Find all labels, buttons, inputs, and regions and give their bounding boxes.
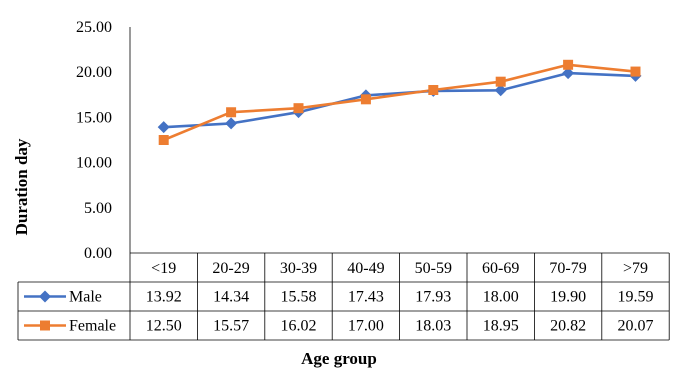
- data-point: [225, 117, 238, 130]
- legend-label: Male: [69, 289, 102, 306]
- data-point: [226, 107, 237, 118]
- table-cell: 19.59: [618, 289, 654, 306]
- data-point: [293, 103, 304, 114]
- data-point: [158, 135, 169, 145]
- y-tick-label: 5.00: [84, 200, 112, 217]
- table-cell: 15.57: [213, 318, 249, 335]
- table-cell: 18.95: [483, 318, 519, 335]
- x-tick-label: 60-69: [482, 260, 519, 277]
- y-axis: 0.00 5.00 10.00 15.00 20.00 25.00: [76, 19, 131, 262]
- table-cell: 20.07: [618, 318, 654, 335]
- data-table: <19 20-29 30-39 40-49 50-59 60-69 70-79 >79 Male…: [17, 252, 670, 341]
- y-tick-label: 15.00: [76, 109, 112, 126]
- table-cell: 17.93: [415, 289, 451, 306]
- y-tick-label: 25.00: [76, 19, 112, 36]
- x-tick-label: <19: [151, 260, 176, 277]
- y-tick-label: 20.00: [76, 64, 112, 81]
- plot-area: [157, 59, 642, 145]
- table-cell: 13.92: [146, 289, 182, 306]
- series-line: [163, 63, 636, 142]
- legend-label: Female: [69, 318, 116, 335]
- y-axis-title: Duration day: [12, 138, 31, 235]
- x-axis-title: Age group: [301, 349, 377, 368]
- legend-key-marker: [40, 320, 50, 331]
- x-tick-label: 30-39: [280, 260, 317, 277]
- table-cell: 19.90: [550, 289, 586, 306]
- data-point: [495, 76, 506, 87]
- table-cell: 20.82: [550, 318, 586, 335]
- x-tick-label: 70-79: [549, 260, 586, 277]
- x-tick-label: 50-59: [415, 260, 452, 277]
- series-line: [163, 71, 636, 129]
- y-tick-label: 10.00: [76, 155, 112, 172]
- data-point: [563, 59, 574, 70]
- x-tick-label: >79: [623, 260, 648, 277]
- y-tick-label: 0.00: [84, 245, 112, 262]
- table-cell: 17.43: [348, 289, 384, 306]
- table-cell: 18.03: [415, 318, 451, 335]
- data-point: [494, 84, 507, 97]
- table-cell: 18.00: [483, 289, 519, 306]
- data-point: [562, 67, 575, 80]
- data-point: [630, 66, 641, 77]
- table-cell: 17.00: [348, 318, 384, 335]
- data-point: [428, 85, 439, 96]
- x-tick-label: 20-29: [212, 260, 249, 277]
- table-cell: 14.34: [213, 289, 249, 306]
- table-cell: 12.50: [146, 318, 182, 335]
- data-point: [360, 94, 371, 105]
- data-point: [157, 121, 170, 134]
- table-cell: 16.02: [281, 318, 317, 335]
- table-cell: 15.58: [281, 289, 317, 306]
- legend-key-marker: [39, 290, 51, 303]
- x-tick-label: 40-49: [347, 260, 384, 277]
